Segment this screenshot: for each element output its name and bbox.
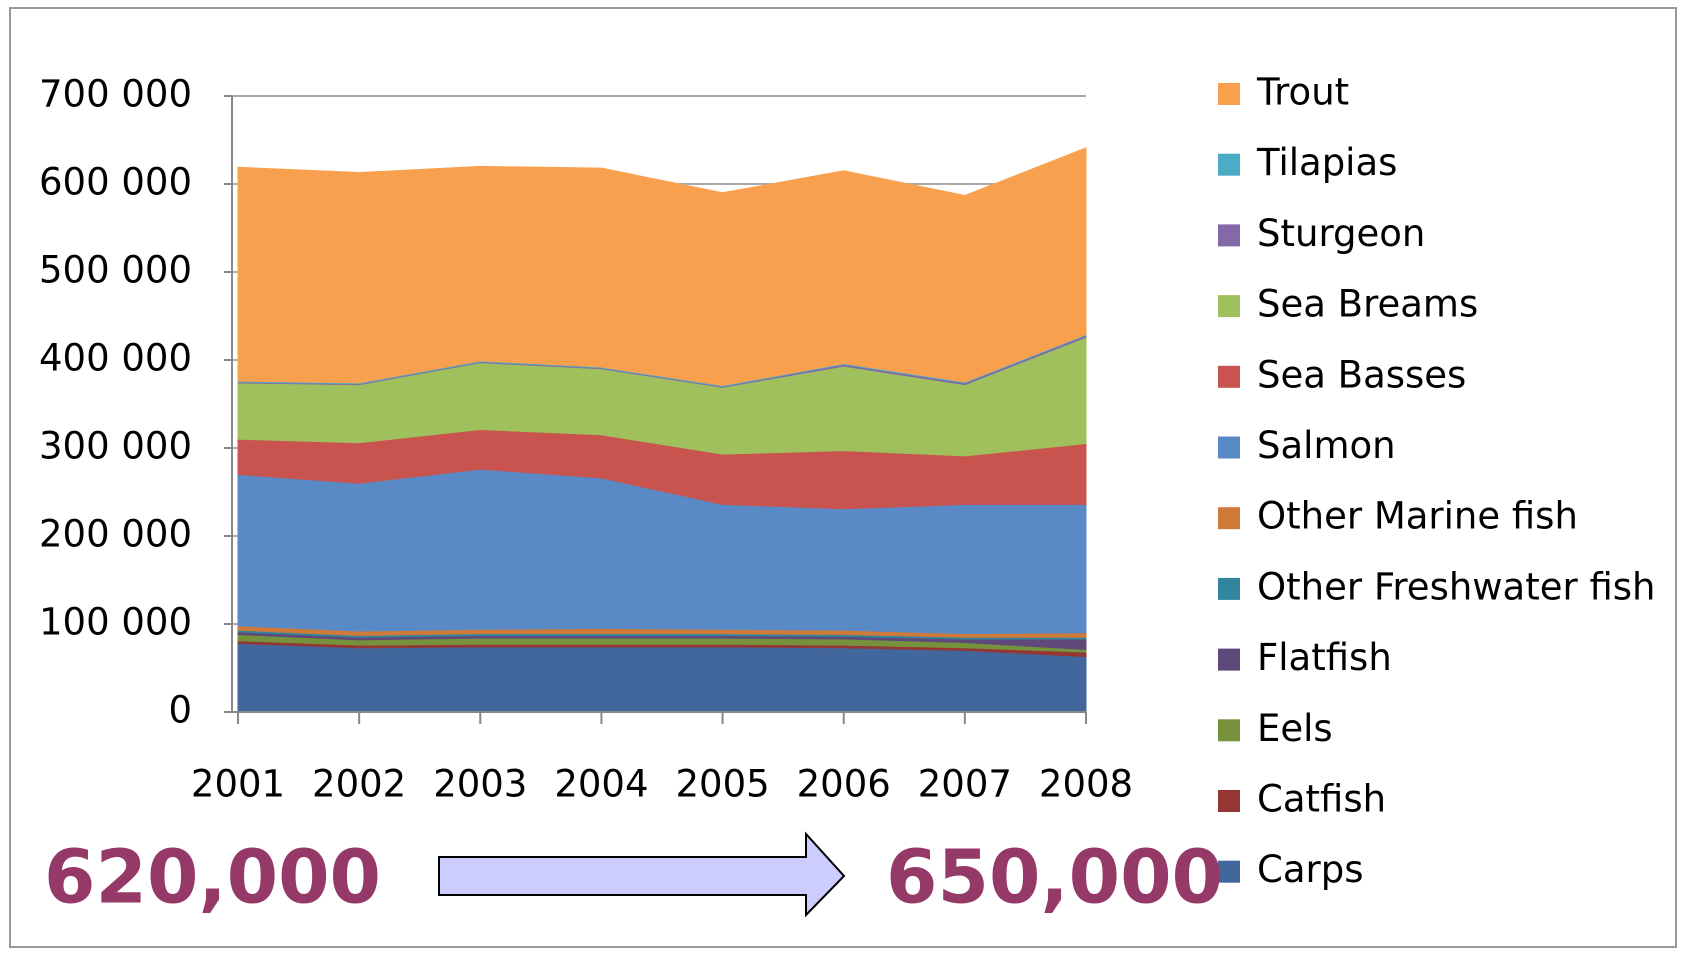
x-tick-label: 2007: [918, 763, 1012, 806]
annotation: 650,000: [886, 835, 1223, 921]
legend-swatch: [1218, 719, 1240, 742]
legend-swatch: [1218, 365, 1240, 388]
x-tick-label: 2008: [1039, 763, 1133, 806]
legend-swatch: [1218, 507, 1240, 530]
legend-label: Salmon: [1257, 424, 1396, 467]
legend-label: Tilapias: [1256, 141, 1397, 184]
legend: Carps Catfish Eels Flatfish Other Freshwater…: [1218, 71, 1656, 891]
x-tick-label: 2006: [797, 763, 891, 806]
x-tick-label: 2001: [191, 763, 285, 806]
legend-swatch: [1218, 577, 1240, 600]
legend-swatch: [1218, 83, 1240, 105]
y-tick-label: 100 000: [39, 601, 192, 644]
x-tick-label: 2004: [554, 763, 648, 806]
legend-swatch: [1218, 790, 1240, 812]
legend-swatch: [1218, 648, 1240, 671]
x-tick-label: 2003: [433, 763, 527, 806]
y-tick-label: 400 000: [39, 337, 192, 380]
legend-swatch: [1218, 295, 1240, 318]
legend-swatch: [1218, 436, 1240, 459]
legend-label: Trout: [1256, 71, 1349, 114]
x-tick-label: 2005: [675, 763, 769, 806]
legend-label: Sea Breams: [1257, 283, 1478, 326]
legend-label: Catfish: [1257, 778, 1386, 821]
legend-label: Carps: [1257, 848, 1363, 891]
y-tick-label: 600 000: [39, 161, 192, 204]
annotation: 620,000: [44, 835, 381, 921]
legend-label: Flatfish: [1257, 636, 1392, 679]
y-tick-label: 700 000: [39, 73, 192, 116]
arrow: [438, 831, 846, 918]
legend-label: Other Freshwater fish: [1257, 565, 1656, 608]
legend-label: Other Marine fish: [1257, 495, 1578, 538]
legend-swatch: [1218, 153, 1240, 176]
legend-label: Eels: [1257, 707, 1333, 750]
frame: [9, 7, 1677, 948]
y-tick-label: 0: [168, 689, 192, 732]
area: [237, 147, 1087, 387]
legend-swatch: [1218, 224, 1240, 247]
legend-swatch: [1218, 860, 1240, 883]
x-tick-label: 2002: [312, 763, 406, 806]
plot-areas: [237, 147, 1087, 713]
legend-label: Sturgeon: [1257, 212, 1425, 255]
y-tick-label: 300 000: [39, 425, 192, 468]
y-tick-label: 500 000: [39, 249, 192, 292]
area: [237, 642, 1087, 713]
axes: 0 100 000 200 000 300 000 400 000 500 000 600 …: [39, 73, 1133, 806]
legend-label: Sea Basses: [1257, 353, 1466, 396]
y-tick-label: 200 000: [39, 513, 192, 556]
